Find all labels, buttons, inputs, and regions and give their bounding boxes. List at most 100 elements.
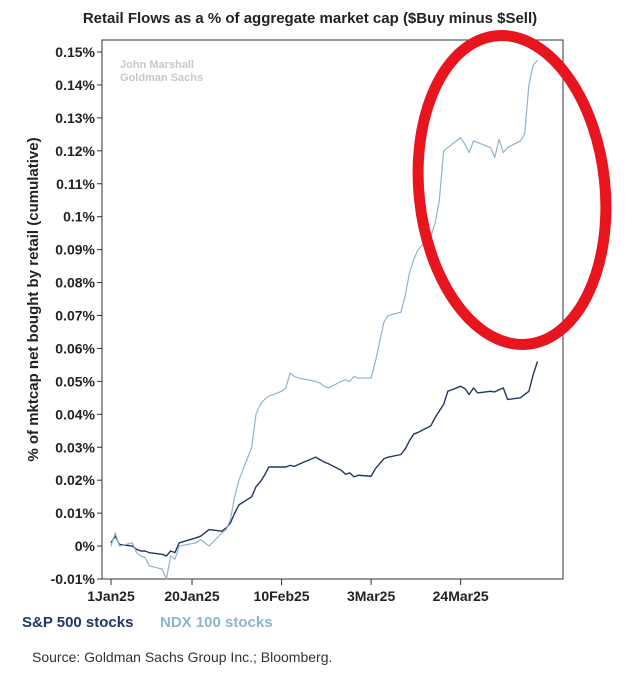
data-point (144, 550, 146, 552)
data-point (413, 259, 415, 261)
data-point (323, 461, 325, 463)
data-point (379, 341, 381, 343)
data-point (255, 413, 257, 415)
data-point (161, 568, 163, 570)
data-point (298, 463, 300, 465)
plot-frame (101, 39, 564, 580)
data-point (383, 458, 385, 460)
data-point (221, 530, 223, 532)
data-point (404, 448, 406, 450)
data-point (264, 398, 266, 400)
data-point (494, 391, 496, 393)
data-point (315, 380, 317, 382)
data-point (472, 387, 474, 389)
data-point (494, 156, 496, 158)
data-point (251, 446, 253, 448)
data-point (387, 315, 389, 316)
data-point (408, 272, 410, 274)
data-point (119, 545, 121, 547)
data-point (536, 361, 538, 363)
data-point (498, 389, 500, 391)
data-point (178, 545, 180, 547)
data-point (357, 474, 359, 476)
data-point (345, 473, 347, 475)
data-point (447, 390, 449, 392)
data-point (477, 142, 479, 144)
data-point (195, 542, 197, 544)
data-point (400, 311, 402, 313)
data-point (170, 550, 172, 552)
data-point (536, 59, 538, 61)
data-point (524, 394, 526, 396)
data-point (374, 468, 376, 470)
data-point (148, 552, 150, 554)
data-point (413, 433, 415, 435)
data-point (370, 475, 372, 477)
data-point (259, 403, 261, 405)
y-tick-label: 0.15% (55, 44, 95, 60)
series-sp500 (110, 361, 539, 557)
data-point (507, 147, 509, 149)
x-tick-label: 3Mar25 (347, 588, 395, 604)
data-point (281, 466, 283, 468)
data-point (524, 133, 526, 135)
data-point (349, 380, 351, 382)
data-point (374, 361, 376, 363)
data-point (298, 377, 300, 379)
data-point (259, 481, 261, 483)
data-point (208, 545, 210, 547)
data-point (204, 542, 206, 544)
data-point (434, 222, 436, 224)
y-tick-label: 0.14% (55, 77, 95, 93)
data-point (528, 84, 530, 86)
data-point (477, 392, 479, 394)
data-point (148, 565, 150, 567)
data-point (472, 140, 474, 142)
data-point (327, 463, 329, 465)
data-point (464, 388, 466, 390)
data-point (353, 476, 355, 478)
watermark-line-1: John Marshall (120, 59, 194, 71)
series-lines (110, 59, 539, 580)
data-point (229, 519, 231, 521)
data-point (144, 557, 146, 559)
data-point (285, 387, 287, 389)
data-point (438, 199, 440, 201)
data-point (434, 417, 436, 419)
y-tick-label: 0.08% (55, 275, 95, 291)
data-point (161, 553, 163, 555)
y-tick-label: 0.04% (55, 406, 95, 422)
data-point (200, 535, 202, 537)
x-tick-label: 20Jan25 (164, 588, 219, 604)
y-axis-label: % of mktcap net bought by retail (cumula… (25, 137, 42, 461)
x-axis: 1Jan25 20Jan25 10Feb25 3Mar25 24Mar25 (87, 579, 489, 604)
legend-item-sp500: S&P 500 stocks (22, 614, 133, 631)
data-point (383, 321, 385, 323)
x-tick-label: 24Mar25 (433, 588, 489, 604)
data-point (379, 463, 381, 465)
source-note: Source: Goldman Sachs Group Inc.; Bloomb… (32, 649, 332, 665)
data-point (387, 456, 389, 458)
data-point (200, 538, 202, 540)
data-point (340, 380, 342, 382)
data-point (430, 425, 432, 427)
data-point (502, 387, 504, 389)
data-point (251, 496, 253, 498)
data-point (468, 394, 470, 396)
data-point (136, 548, 138, 550)
y-tick-label: 0.03% (55, 439, 95, 455)
data-point (174, 558, 176, 560)
data-point (468, 151, 470, 153)
x-tick-label: 1Jan25 (87, 588, 135, 604)
y-tick-label: 0.09% (55, 242, 95, 258)
data-point (417, 249, 419, 251)
data-point (498, 138, 500, 140)
data-point (417, 431, 419, 433)
data-point (370, 377, 372, 379)
data-point (319, 382, 321, 384)
data-point (315, 456, 317, 458)
y-tick-label: 0.02% (55, 472, 95, 488)
data-point (140, 555, 142, 557)
data-point (114, 532, 116, 534)
data-point (353, 375, 355, 377)
